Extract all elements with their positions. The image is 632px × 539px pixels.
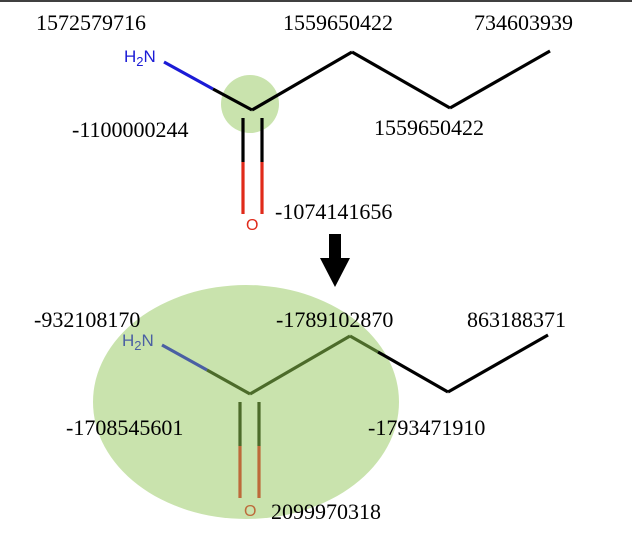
bottom-bond-alpha-beta-outside (377, 350, 449, 394)
top-molecule: H2N O 1572579716 -1100000244 -1074141656… (36, 10, 573, 234)
top-bond-c-n-half (212, 87, 253, 112)
bottom-bond-beta-methyl (447, 333, 549, 394)
top-bond-alpha-beta (351, 50, 451, 110)
top-highlight-circle (221, 75, 279, 133)
top-bond-c-alpha (251, 50, 353, 112)
bottom-highlight-circle (93, 285, 399, 519)
bottom-bond-n-half (161, 343, 208, 372)
top-hash-alpha-carbon: 1559650422 (283, 10, 393, 35)
top-amine-label: H2N (124, 47, 156, 69)
top-hash-beta-carbon: 1559650422 (374, 115, 484, 140)
bottom-oxygen-label: O (244, 503, 256, 520)
bottom-bond-alpha-beta-inside (349, 334, 379, 354)
top-hash-nitrogen: 1572579716 (36, 10, 146, 35)
bottom-hash-alpha-carbon: -1789102870 (276, 307, 393, 332)
top-oxygen-label: O (246, 217, 258, 234)
bottom-bond-c-alpha (249, 334, 351, 396)
top-bond-n-half (163, 60, 214, 91)
bottom-amine-label: H2N (122, 331, 154, 353)
top-bond-beta-methyl (449, 49, 551, 110)
bottom-hash-oxygen: 2099970318 (271, 499, 381, 524)
bottom-hash-nitrogen: -932108170 (34, 307, 140, 332)
down-arrow-icon (320, 234, 350, 287)
top-hash-carbonyl-carbon: -1100000244 (72, 117, 189, 142)
bottom-hash-beta-carbon: -1793471910 (368, 415, 485, 440)
top-hash-oxygen: -1074141656 (275, 199, 392, 224)
bottom-bond-c-n-half (206, 368, 251, 396)
bottom-hash-methyl-carbon: 863188371 (467, 307, 566, 332)
top-hash-methyl-carbon: 734603939 (474, 10, 573, 35)
bottom-molecule: H2N O -932108170 -1708545601 2099970318 … (34, 285, 566, 524)
bottom-hash-carbonyl-carbon: -1708545601 (66, 415, 183, 440)
